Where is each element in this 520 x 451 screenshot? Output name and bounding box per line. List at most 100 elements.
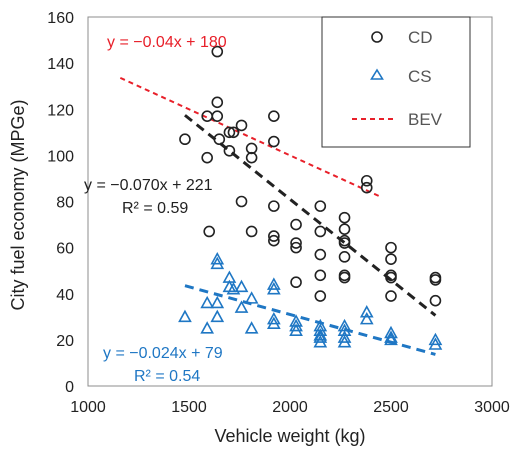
cs-point	[337, 330, 352, 343]
cd-point	[314, 290, 327, 302]
cd-point	[338, 237, 351, 249]
cs-point	[234, 300, 249, 313]
cd-point	[213, 133, 226, 146]
cd-point	[235, 119, 248, 132]
x-tick-label: 1500	[171, 399, 207, 416]
cs-trendline	[184, 284, 436, 356]
cs-r2-label: R² = 0.54	[134, 368, 200, 385]
cd-point	[385, 290, 397, 302]
x-tick-label: 2500	[373, 399, 409, 416]
cs-point	[428, 332, 443, 346]
data-points	[178, 45, 443, 350]
cs-point	[384, 325, 398, 339]
cd-point	[338, 223, 351, 235]
trendlines	[119, 76, 437, 356]
cd-point	[268, 200, 280, 212]
y-tick-label: 0	[65, 379, 74, 396]
cd-point	[203, 225, 215, 238]
cd-point	[211, 110, 224, 122]
cd-point	[268, 234, 280, 247]
cs-point	[428, 337, 443, 350]
cs-point	[289, 323, 303, 336]
cd-point	[227, 126, 240, 139]
cs-point	[200, 321, 215, 334]
cd-point	[360, 181, 373, 194]
cd-point	[338, 269, 351, 282]
cs-point	[384, 330, 398, 343]
cd-point	[338, 251, 351, 263]
cd-point	[223, 126, 236, 139]
cd-point	[314, 248, 327, 261]
y-tick-label: 140	[47, 56, 74, 73]
cs-point	[234, 279, 249, 293]
cs-point	[359, 305, 374, 318]
cs-equation-label: y = −0.024x + 79	[103, 345, 223, 362]
legend-cd-label: CD	[408, 28, 433, 47]
cd-point	[314, 269, 327, 282]
cs-point	[266, 281, 281, 295]
cd-point	[429, 271, 442, 284]
y-tick-label: 100	[47, 148, 74, 165]
cd-point	[360, 174, 373, 187]
cs-point	[384, 332, 398, 346]
bev-trendline	[119, 76, 382, 198]
cd-point	[338, 211, 351, 224]
y-axis-title: City fuel economy (MPGe)	[8, 99, 28, 310]
cd-point	[290, 237, 302, 249]
cd-point	[385, 271, 397, 284]
cd-point	[245, 151, 258, 164]
cd-point	[290, 218, 302, 231]
cs-point	[313, 328, 328, 341]
y-tick-label: 40	[56, 287, 74, 304]
legend-bev-label: BEV	[408, 110, 443, 129]
legend-box	[321, 16, 471, 148]
cd-point	[179, 133, 191, 146]
tick-labels: 1000 1500 2000 2500 3000 0 20 40 60 80 100 120 140 16…	[47, 10, 510, 416]
cd-point	[385, 241, 397, 254]
cd-point	[290, 241, 302, 254]
x-axis-title: Vehicle weight (kg)	[214, 426, 365, 446]
x-tick-label: 3000	[474, 399, 510, 416]
y-tick-label: 160	[47, 10, 74, 27]
y-tick-label: 120	[47, 102, 74, 119]
cs-point	[337, 335, 352, 348]
cd-point	[385, 253, 397, 265]
cs-point	[210, 251, 225, 265]
cd-point	[429, 274, 442, 286]
cs-point	[244, 321, 259, 334]
cs-point	[200, 295, 215, 309]
cs-point	[313, 335, 328, 348]
cd-equation-label: y = −0.070x + 221	[84, 177, 213, 194]
cs-point	[226, 281, 241, 295]
cd-point	[201, 151, 213, 164]
y-tick-label: 20	[56, 333, 74, 350]
cd-trendline	[184, 114, 437, 317]
cd-point	[223, 144, 236, 157]
cd-point	[211, 96, 224, 109]
cs-point	[210, 295, 225, 309]
cs-point	[266, 277, 281, 290]
cs-point	[266, 316, 281, 330]
cd-point	[245, 225, 258, 238]
y-tick-label: 60	[56, 241, 74, 258]
cd-point	[338, 271, 351, 284]
cd-point	[235, 195, 248, 208]
legend-cd-marker	[371, 31, 383, 43]
legend-cs-marker	[370, 68, 384, 80]
cd-point	[268, 230, 280, 242]
cd-point	[314, 225, 327, 238]
cd-point	[268, 135, 280, 148]
bev-equation-label: y = −0.04x + 180	[107, 34, 227, 51]
cd-point	[290, 276, 302, 289]
cs-point	[266, 311, 281, 325]
cs-point	[313, 330, 328, 343]
cd-r2-label: R² = 0.59	[122, 200, 188, 217]
x-tick-label: 1000	[70, 399, 106, 416]
legend-cs-label: CS	[408, 67, 432, 86]
cd-point	[314, 200, 327, 212]
cd-point	[211, 45, 224, 58]
cs-point	[178, 309, 192, 323]
cd-point	[268, 110, 280, 122]
cd-point	[429, 294, 442, 307]
